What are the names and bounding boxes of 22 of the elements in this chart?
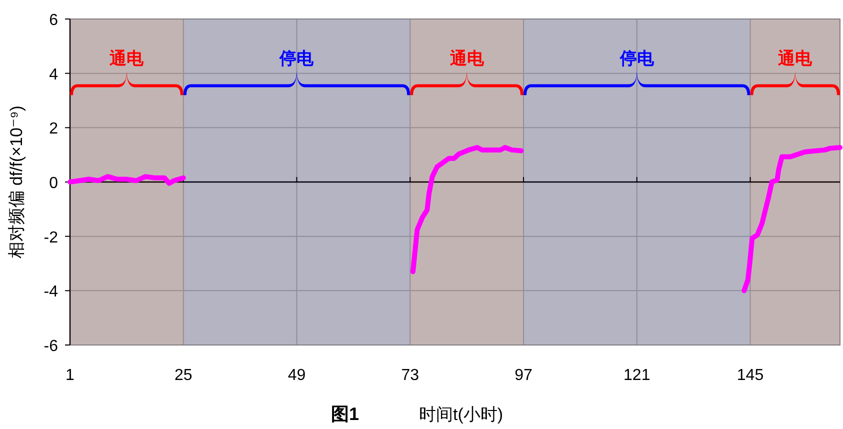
x-tick-label: 49 (288, 367, 306, 384)
x-axis-title: 时间t(小时) (418, 405, 504, 424)
x-tick-label: 97 (514, 367, 532, 384)
x-tick-label: 25 (174, 367, 192, 384)
band-label: 通电 (777, 48, 814, 68)
band-label: 通电 (448, 48, 485, 68)
x-tick-label: 121 (624, 367, 650, 384)
band-label: 通电 (108, 48, 145, 68)
y-tick-label: 4 (49, 66, 58, 84)
y-tick-label: -2 (44, 229, 58, 246)
x-tick-label: 73 (401, 367, 420, 384)
band-label: 停电 (278, 48, 315, 68)
y-tick-label: -6 (44, 338, 58, 355)
y-tick-label: 2 (49, 120, 58, 138)
y-axis-title: 相对频偏 df/f(×10⁻⁹) (7, 106, 26, 258)
y-tick-label: 6 (49, 12, 58, 29)
y-tick-label: -4 (44, 284, 58, 301)
y-tick-label: 0 (49, 175, 58, 192)
caption: 图1 (330, 404, 360, 424)
band-label: 停电 (618, 48, 655, 68)
x-tick-label: 145 (736, 367, 764, 384)
x-tick-label: 1 (66, 367, 75, 384)
